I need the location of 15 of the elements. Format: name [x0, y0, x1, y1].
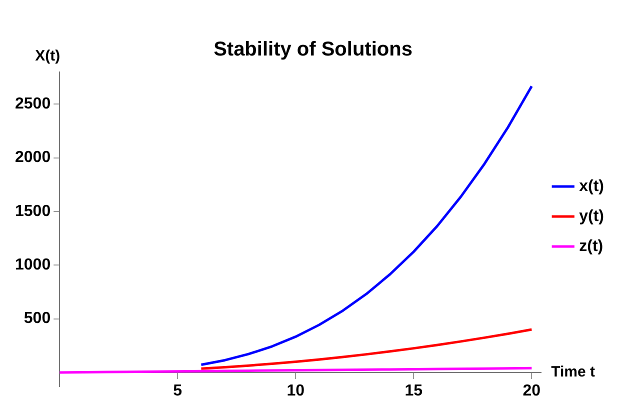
legend-label: y(t)	[579, 208, 604, 225]
x-axis-title: Time t	[551, 364, 596, 381]
x-tick-label: 20	[522, 382, 541, 400]
legend-label: z(t)	[579, 238, 604, 255]
y-tick-label: 1000	[15, 256, 51, 274]
chart-title: Stability of Solutions	[214, 38, 412, 61]
x-tick-label: 15	[404, 382, 423, 400]
y-tick-label: 500	[24, 310, 51, 328]
x-tick-label: 5	[173, 382, 182, 400]
y-tick-label: 2500	[15, 96, 51, 113]
legend-label: x(t)	[579, 178, 604, 195]
x-tick-label: 10	[286, 382, 305, 400]
y-tick-label: 1500	[15, 202, 51, 220]
y-tick-label: 2000	[15, 149, 51, 166]
y-axis-title: X(t)	[35, 48, 60, 65]
